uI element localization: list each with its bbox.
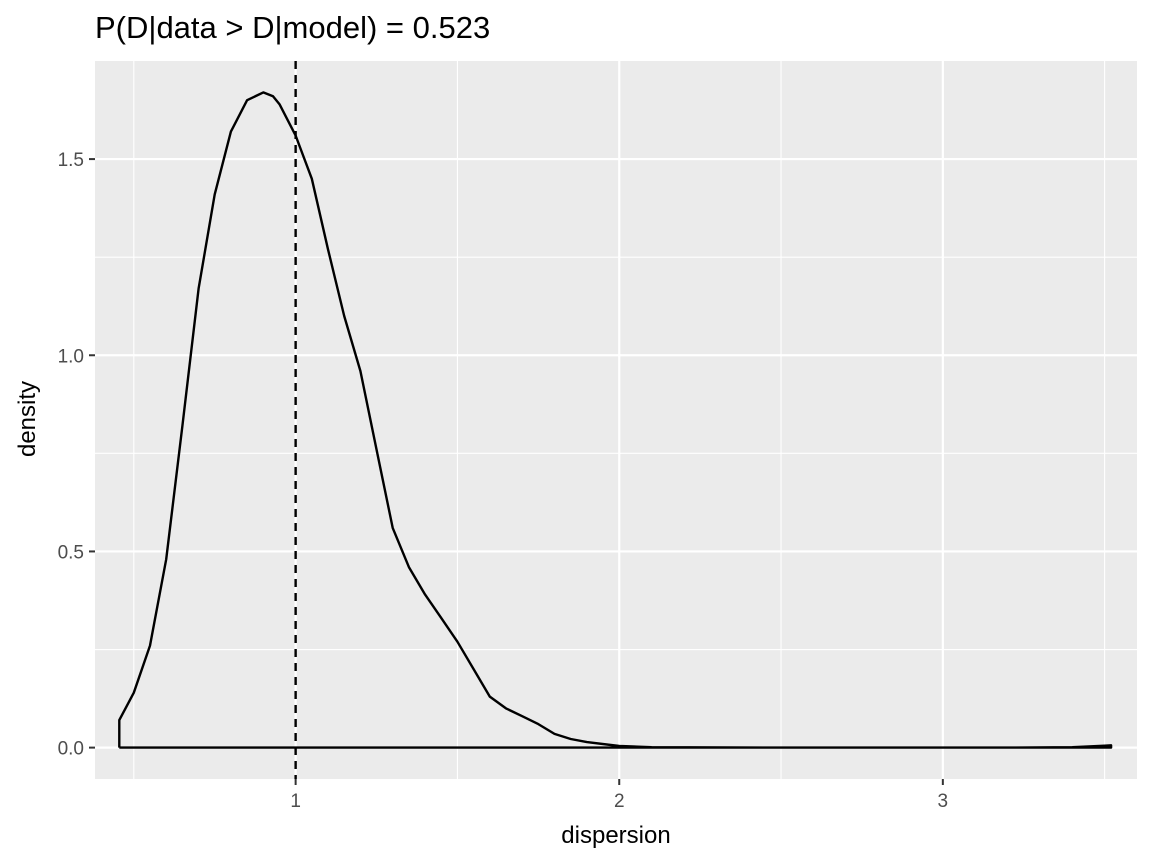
y-axis-title: density bbox=[14, 381, 41, 457]
x-tick-label: 2 bbox=[614, 791, 625, 812]
plot-panel bbox=[95, 61, 1137, 779]
chart-title: P(D|data > D|model) = 0.523 bbox=[95, 10, 490, 45]
density-curve bbox=[118, 91, 1113, 749]
y-tick-label: 0.5 bbox=[58, 542, 84, 563]
x-tick-label: 1 bbox=[290, 791, 301, 812]
y-tick-label: 1.0 bbox=[58, 346, 84, 367]
y-tick-label: 1.5 bbox=[58, 150, 84, 171]
y-tick-label: 0.0 bbox=[58, 739, 84, 760]
x-tick-label: 3 bbox=[938, 791, 949, 812]
x-axis-title: dispersion bbox=[561, 822, 670, 849]
